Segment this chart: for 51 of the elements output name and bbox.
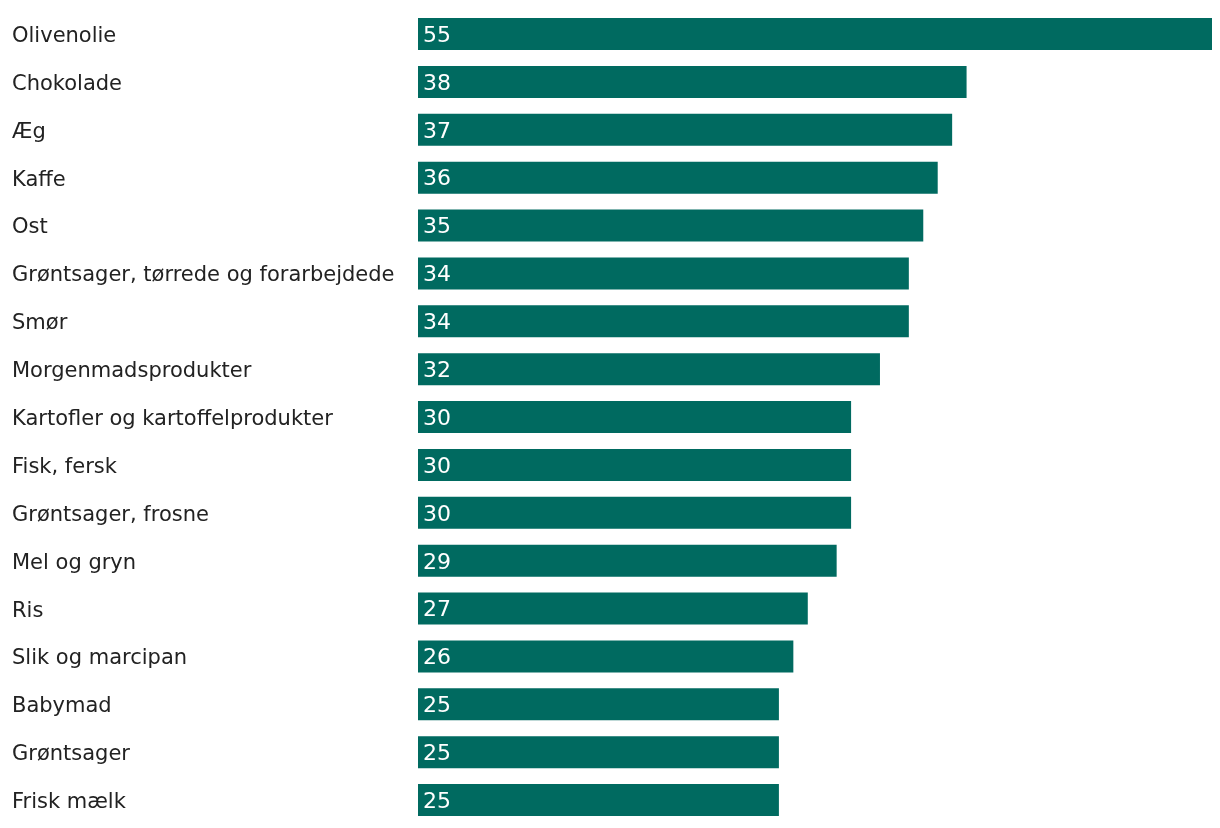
data-label: 32 xyxy=(423,356,451,382)
bar xyxy=(418,784,779,817)
data-label: 34 xyxy=(423,309,451,335)
bar xyxy=(418,305,909,338)
bar xyxy=(418,209,924,242)
data-label: 34 xyxy=(423,261,451,287)
bar xyxy=(418,544,837,577)
data-label: 55 xyxy=(423,21,451,47)
data-label: 37 xyxy=(423,117,451,143)
bar xyxy=(418,161,938,194)
data-label: 38 xyxy=(423,69,451,95)
bar xyxy=(418,640,794,673)
bar xyxy=(418,257,909,290)
bar xyxy=(418,688,779,721)
data-label: 36 xyxy=(423,165,451,191)
y-tick-label: Kaffe xyxy=(12,166,66,191)
y-tick-label: Ost xyxy=(12,214,48,239)
bar xyxy=(418,592,808,625)
bar xyxy=(418,736,779,769)
y-tick-label: Ris xyxy=(12,597,44,622)
bar xyxy=(418,65,967,98)
data-label: 25 xyxy=(423,787,451,813)
data-label: 25 xyxy=(423,740,451,766)
bar xyxy=(418,401,852,434)
y-tick-label: Grøntsager xyxy=(12,741,131,766)
bar xyxy=(418,353,880,386)
bar xyxy=(418,496,852,529)
data-label: 30 xyxy=(423,404,451,430)
data-label: 35 xyxy=(423,213,451,239)
data-label: 25 xyxy=(423,692,451,718)
bar xyxy=(418,113,953,146)
y-tick-label: Kartofler og kartoffelprodukter xyxy=(12,406,334,430)
bar xyxy=(418,18,1212,50)
y-tick-label: Mel og gryn xyxy=(12,549,137,574)
y-tick-label: Grøntsager, tørrede og forarbejdede xyxy=(12,262,395,287)
data-label: 29 xyxy=(423,548,451,574)
y-tick-label: Smør xyxy=(12,310,68,335)
y-tick-label: Fisk, fersk xyxy=(12,453,118,478)
y-tick-label: Morgenmadsprodukter xyxy=(12,358,252,383)
data-label: 30 xyxy=(423,500,451,526)
data-label: 26 xyxy=(423,644,451,670)
y-tick-label: Frisk mælk xyxy=(12,789,127,814)
y-tick-label: Æg xyxy=(12,118,46,143)
y-tick-label: Olivenolie xyxy=(12,22,117,47)
bar xyxy=(418,448,852,481)
y-tick-label: Grøntsager, frosne xyxy=(12,501,209,526)
y-tick-label: Babymad xyxy=(12,693,112,718)
y-tick-label: Slik og marcipan xyxy=(12,645,188,670)
y-tick-label: Chokolade xyxy=(12,70,123,95)
data-label: 27 xyxy=(423,596,451,622)
data-label: 30 xyxy=(423,452,451,478)
